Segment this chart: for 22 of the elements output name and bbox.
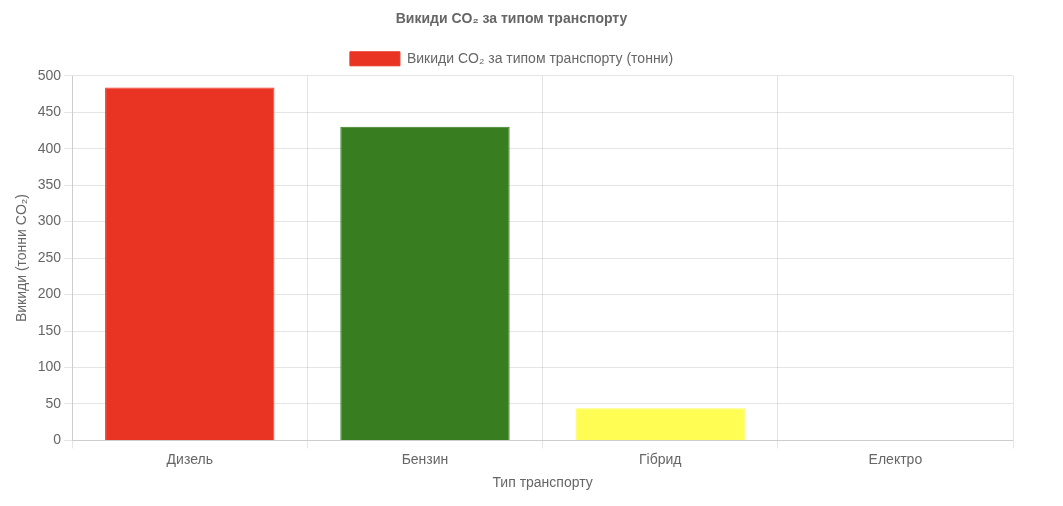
y-tick-label: 250 [37,248,62,265]
bar [105,87,275,440]
y-tick-label: 500 [37,66,62,83]
y-tick-label: 400 [37,139,62,156]
y-tick-label: 300 [37,212,62,229]
y-tick-label: 350 [37,176,62,193]
y-tick-label: 50 [45,394,62,411]
y-tick-label: 100 [37,358,62,375]
y-tick-label: 200 [37,285,62,302]
y-axis-title: Викиди (тонни CO₂) [13,194,30,323]
bar [340,126,510,440]
y-tick-label: 0 [53,431,62,448]
legend-label: Викиди CO₂ за типом транспорту (тонни) [406,49,674,66]
bar [575,408,745,440]
x-axis-title: Тип транспорту [492,474,593,491]
x-tick-label: Електро [868,450,923,467]
x-tick-label: Бензин [401,450,449,467]
x-tick-label: Гібрид [638,450,682,467]
chart-title: Викиди CO₂ за типом транспорту [395,10,628,27]
y-tick-label: 150 [37,321,62,338]
x-tick-label: Дизель [166,450,213,467]
y-tick-label: 450 [37,103,62,120]
